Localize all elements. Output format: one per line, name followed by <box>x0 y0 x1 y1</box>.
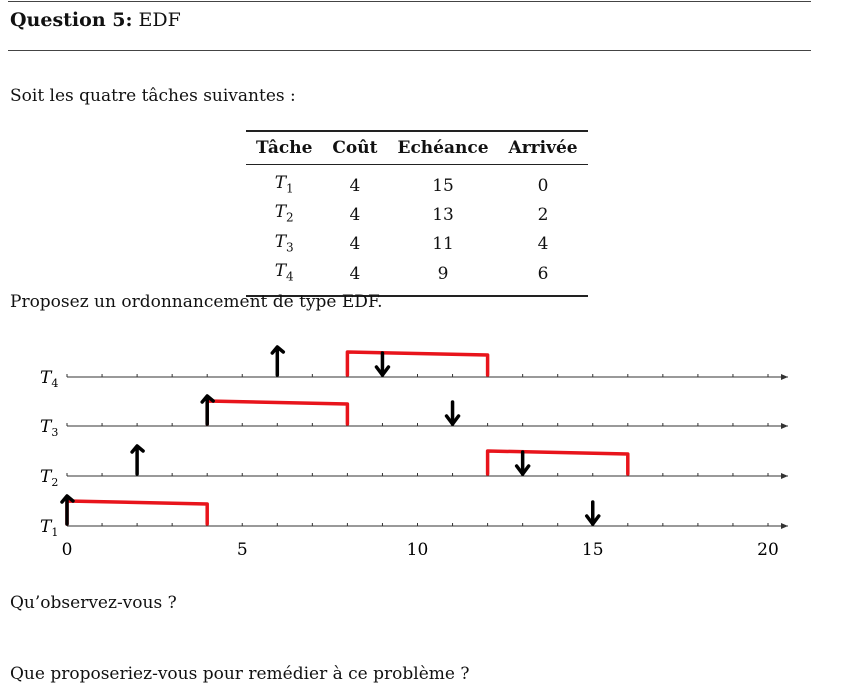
task-deadline: 9 <box>387 259 499 297</box>
deadline-arrow-head <box>374 365 391 377</box>
arrival-arrow-head <box>60 494 75 504</box>
task-label: T4 <box>40 368 58 390</box>
table-row: T1 4 15 0 <box>246 165 588 201</box>
task-deadline: 11 <box>432 234 454 255</box>
task-label: T2 <box>40 467 58 489</box>
schedule-prompt: Proposez un ordonnancement de type EDF. <box>10 292 383 312</box>
time-tick-label: 15 <box>582 540 604 560</box>
header-cost: Coût <box>322 130 388 165</box>
execution-interval <box>205 399 350 426</box>
table-row: T4 4 9 6 <box>246 259 588 297</box>
task-cost: 4 <box>349 234 361 255</box>
arrival-arrow-head <box>270 345 286 355</box>
task-cost: 4 <box>349 175 361 196</box>
task-arrival: 2 <box>537 205 549 226</box>
task-arrival: 4 <box>537 234 549 255</box>
task-label: T1 <box>40 517 58 539</box>
time-tick-label: 10 <box>407 540 429 560</box>
task-arrival: 0 <box>537 175 549 196</box>
execution-interval <box>65 499 209 526</box>
deadline-arrow-head <box>514 464 531 476</box>
task-name: T4 <box>246 259 323 297</box>
edf-schedule-diagram: T4 T3 T2 T10 5 10 15 20 <box>40 345 788 560</box>
question-topic: EDF <box>138 9 181 31</box>
deadline-arrow-head <box>585 514 601 526</box>
task-arrival: 6 <box>498 259 588 297</box>
question-title: Question 5: EDF <box>10 9 181 31</box>
header-arrival: Arrivée <box>498 130 588 165</box>
task-label: T3 <box>40 417 58 439</box>
task-deadline: 13 <box>432 205 454 226</box>
execution-interval <box>485 449 630 476</box>
tasks-table: Tâche Coût Echéance Arrivée T1 4 15 0 T2… <box>246 130 588 297</box>
time-tick-label: 0 <box>62 540 73 560</box>
question-label: Question 5: <box>10 9 133 31</box>
deadline-arrow-head <box>444 414 461 426</box>
time-tick-label: 20 <box>757 540 779 560</box>
task-deadline: 15 <box>432 175 454 196</box>
header-deadline: Echéance <box>387 130 499 165</box>
table-row: T2 4 13 2 <box>246 200 588 229</box>
task-cost: 4 <box>322 259 388 297</box>
task-name: T1 <box>274 173 294 196</box>
observe-question: Qu’observez-vous ? <box>10 593 177 613</box>
arrival-arrow-head <box>130 444 145 454</box>
top-rule <box>8 1 811 2</box>
arrival-arrow-head <box>200 394 215 404</box>
title-rule <box>8 50 811 51</box>
task-cost: 4 <box>349 205 361 226</box>
task-name: T2 <box>274 202 294 225</box>
header-task: Tâche <box>246 130 323 165</box>
time-tick-label: 5 <box>237 540 248 560</box>
execution-interval <box>345 350 490 377</box>
table-row: T3 4 11 4 <box>246 230 588 259</box>
task-name: T3 <box>274 231 294 255</box>
intro-text: Soit les quatre tâches suivantes : <box>10 86 296 106</box>
remedy-question: Que proposeriez-vous pour remédier à ce … <box>10 664 470 684</box>
